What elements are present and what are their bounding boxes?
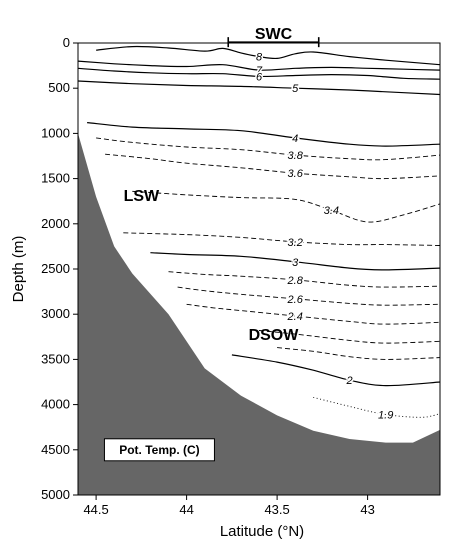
contour-label-2: 2 xyxy=(345,375,352,387)
contour-label-2.6: 2.6 xyxy=(287,294,304,306)
contour-label-4: 4 xyxy=(292,133,298,145)
contour-label-7: 7 xyxy=(256,65,263,77)
y-tick-label-1500: 1500 xyxy=(41,171,70,186)
x-axis-title: Latitude (°N) xyxy=(220,523,304,540)
y-tick-label-5000: 5000 xyxy=(41,487,70,502)
contour-label-2.8: 2.8 xyxy=(287,275,304,287)
y-tick-label-3500: 3500 xyxy=(41,351,70,366)
contour-line-2.8 xyxy=(168,271,440,288)
y-tick-label-2000: 2000 xyxy=(41,216,70,231)
contour-line-7 xyxy=(78,60,440,71)
contour-label-3.6: 3.6 xyxy=(288,168,304,180)
contour-label-3.4: 3.4 xyxy=(324,205,339,217)
contour-line-3 xyxy=(150,252,440,271)
contour-line-unlabeled-13 xyxy=(258,330,440,344)
y-tick-label-4500: 4500 xyxy=(41,442,70,457)
seabed-area xyxy=(78,133,440,495)
variable-label: Pot. Temp. (C) xyxy=(119,443,199,457)
contour-line-5 xyxy=(78,80,440,96)
y-tick-label-0: 0 xyxy=(63,35,70,50)
x-tick-label-43: 43 xyxy=(360,502,374,517)
x-tick-label-44: 44 xyxy=(179,502,193,517)
contour-line-3.2 xyxy=(123,232,440,246)
contour-line-2 xyxy=(231,354,440,387)
y-tick-label-2500: 2500 xyxy=(41,261,70,276)
contour-lines xyxy=(78,45,440,418)
y-axis-title: Depth (m) xyxy=(10,236,27,303)
contour-label-3.2: 3.2 xyxy=(288,237,303,249)
contour-label-3.8: 3.8 xyxy=(288,150,304,162)
contour-line-3.4 xyxy=(132,190,440,223)
y-tick-label-500: 500 xyxy=(48,80,70,95)
axis-ticks: 0 500 1000 1500 2000 2500 3000 3500 4000 4500 5000… xyxy=(41,35,375,517)
contour-label-2.4: 2.4 xyxy=(287,311,303,323)
contour-label-6: 6 xyxy=(256,71,263,83)
x-tick-label-43.5: 43.5 xyxy=(264,502,289,517)
contour-line-8 xyxy=(96,45,440,66)
contour-line-6 xyxy=(78,67,440,80)
bathymetry-fill xyxy=(78,133,440,495)
contour-line-3.8 xyxy=(96,137,440,161)
contour-labels: 876 5 4 3.8 3.6 3.4 3.2 3 2.8 2.6 2.4 2 1.9 xyxy=(254,50,394,423)
region-label-dsow: DSOW xyxy=(249,327,300,344)
contour-line-unlabeled-14 xyxy=(277,347,440,360)
y-tick-label-3000: 3000 xyxy=(41,306,70,321)
contour-label-8: 8 xyxy=(256,52,263,64)
contour-line-2.6 xyxy=(177,286,440,306)
contour-line-3.6 xyxy=(105,153,440,180)
y-tick-label-1000: 1000 xyxy=(41,125,70,140)
contour-label-5: 5 xyxy=(292,83,299,95)
x-tick-label-44.5: 44.5 xyxy=(83,502,108,517)
region-labels: SWC LSW DSOW Pot. Temp. (C) xyxy=(103,26,320,462)
contour-line-4 xyxy=(87,122,440,147)
region-label-lsw: LSW xyxy=(124,188,160,205)
contour-line-2.4 xyxy=(186,303,440,325)
contour-line-1.9 xyxy=(313,396,440,418)
y-tick-label-4000: 4000 xyxy=(41,397,70,412)
variable-label-box xyxy=(103,438,215,462)
contour-label-3: 3 xyxy=(292,257,299,269)
swc-label: SWC xyxy=(255,26,293,43)
contour-label-1.9: 1.9 xyxy=(378,410,393,422)
